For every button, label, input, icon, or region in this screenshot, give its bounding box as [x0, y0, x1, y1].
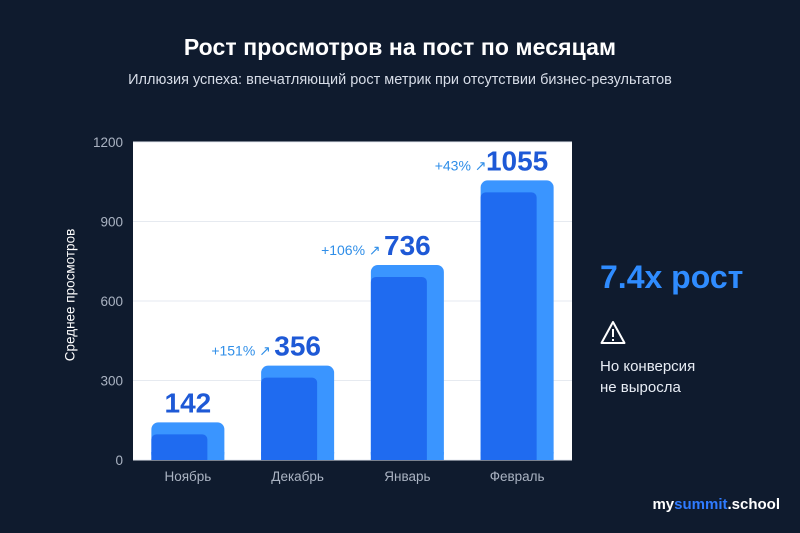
- bar-inner-base: [261, 452, 318, 460]
- x-tick-label: Ноябрь: [164, 469, 211, 484]
- growth-label: +151% ↗: [211, 343, 271, 359]
- growth-multiplier: 7.4x рост: [600, 259, 744, 295]
- y-tick-label: 600: [100, 294, 123, 309]
- warning-icon: [600, 321, 626, 344]
- bar-value-label: 736: [384, 230, 431, 261]
- bar-inner-base: [370, 452, 427, 460]
- bar-inner-base: [151, 452, 208, 460]
- conversion-note: Но конверсия не выросла: [600, 356, 780, 398]
- growth-label: +43% ↗: [435, 157, 487, 173]
- bar-value-label: 142: [165, 387, 212, 418]
- bar-inner: [370, 276, 427, 460]
- bar-value-label: 356: [274, 331, 321, 362]
- brand-suffix: .school: [727, 496, 780, 513]
- conversion-note-line-2: не выросла: [600, 379, 681, 396]
- y-tick-label: 300: [100, 374, 123, 389]
- x-tick-label: Февраль: [490, 469, 545, 484]
- brand-accent: summit: [674, 496, 728, 513]
- bar-inner-base: [480, 452, 537, 460]
- growth-label: +106% ↗: [321, 242, 381, 258]
- conversion-note-line-1: Но конверсия: [600, 358, 696, 375]
- y-tick-label: 1200: [93, 135, 123, 150]
- chart-subtitle: Иллюзия успеха: впечатляющий рост метрик…: [128, 72, 672, 88]
- y-tick-label: 900: [100, 215, 123, 230]
- y-tick-label: 0: [115, 453, 123, 468]
- bar-inner: [261, 377, 318, 460]
- chart-title: Рост просмотров на пост по месяцам: [183, 34, 617, 60]
- x-tick-label: Январь: [384, 469, 430, 484]
- x-tick-label: Декабрь: [271, 469, 324, 484]
- y-axis-label: Среднее просмотров: [62, 228, 78, 362]
- bar-value-label: 1055: [486, 145, 548, 176]
- bar-inner: [480, 192, 537, 461]
- brand-logo: mysummit.school: [652, 496, 780, 513]
- brand-prefix: my: [652, 496, 675, 513]
